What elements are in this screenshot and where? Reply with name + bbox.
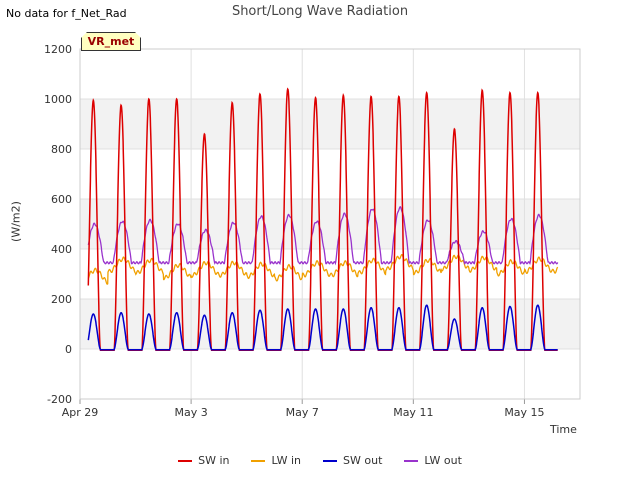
legend-item-sw-in: SW in (178, 454, 229, 467)
y-tick-label: 1000 (44, 93, 72, 106)
legend-item-lw-in: LW in (251, 454, 301, 467)
x-tick-label: May 3 (174, 406, 207, 419)
y-tick-label: 800 (51, 143, 72, 156)
y-tick-label: 200 (51, 293, 72, 306)
legend: SW in LW in SW out LW out (0, 454, 640, 467)
legend-label-lw-in: LW in (271, 454, 302, 467)
x-axis-label: Time (550, 423, 577, 436)
grid-band (80, 199, 580, 249)
legend-item-sw-out: SW out (323, 454, 382, 467)
plot-area (79, 48, 581, 400)
y-tick-label: 1200 (44, 43, 72, 56)
x-tick-label: May 11 (393, 406, 433, 419)
legend-item-lw-out: LW out (404, 454, 462, 467)
y-tick-label: 600 (51, 193, 72, 206)
y-axis-label: (W/m2) (9, 201, 23, 242)
no-data-message: No data for f_Net_Rad (6, 7, 127, 20)
legend-label-sw-in: SW in (198, 454, 230, 467)
legend-swatch-sw-out (323, 459, 338, 462)
series-line-lw-in (87, 254, 559, 285)
chart-title: Short/Long Wave Radiation (231, 4, 409, 19)
legend-swatch-lw-in (251, 459, 266, 462)
y-tick-label: 400 (51, 243, 72, 256)
series-line-lw-out (87, 206, 559, 266)
y-tick-label: 0 (65, 343, 72, 356)
series-line-sw-out (87, 304, 558, 351)
legend-label-lw-out: LW out (424, 454, 462, 467)
legend-swatch-sw-in (178, 459, 193, 462)
x-tick-label: May 15 (504, 406, 544, 419)
y-tick-label: -200 (47, 393, 72, 406)
x-tick-label: May 7 (286, 406, 319, 419)
site-badge: VR_met (81, 32, 141, 51)
grid-band (80, 299, 580, 349)
grid-band (80, 99, 580, 149)
x-tick-label: Apr 29 (62, 406, 99, 419)
legend-swatch-lw-out (404, 459, 419, 462)
legend-label-sw-out: SW out (343, 454, 383, 467)
